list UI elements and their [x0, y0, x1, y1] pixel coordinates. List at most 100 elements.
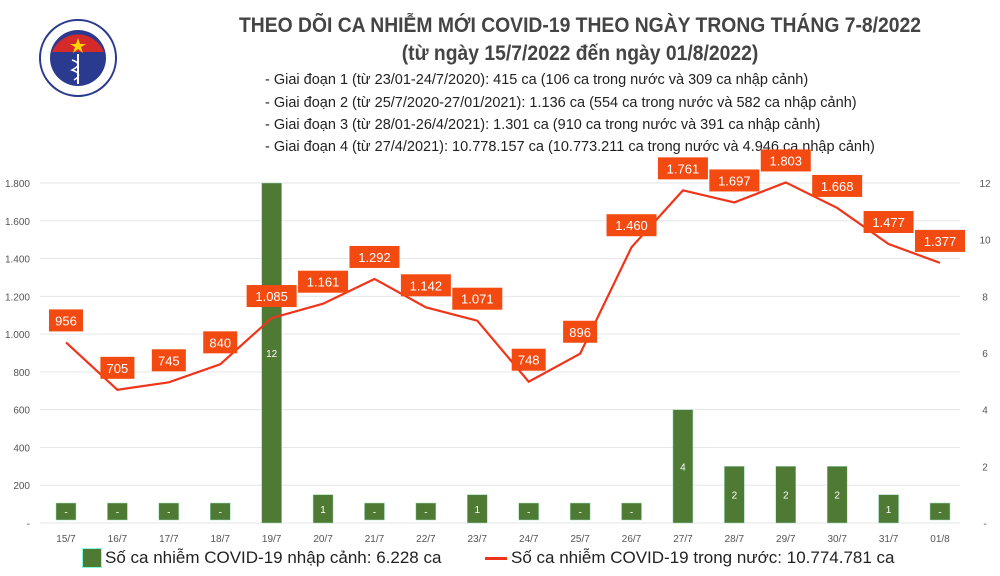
x-axis-tick: 25/7: [570, 534, 590, 545]
data-label: 1.761: [667, 161, 700, 176]
data-label-box: [760, 149, 811, 172]
bar-imported: [775, 466, 797, 524]
data-label-box: [915, 229, 965, 252]
bar-imported: [158, 502, 180, 521]
bar-label: -: [167, 508, 170, 519]
x-axis-tick: 23/7: [468, 534, 488, 545]
bar-imported: [878, 494, 899, 524]
x-axis-tick: 22/7: [416, 534, 436, 545]
data-label-box: [452, 287, 503, 310]
bar-label: -: [116, 508, 119, 519]
bar-imported: [569, 502, 591, 521]
bar-label: 1: [320, 505, 326, 516]
left-axis-tick: 1.200: [5, 292, 30, 303]
right-axis-tick: -: [983, 519, 986, 530]
data-label: 1.803: [769, 153, 802, 168]
phase-1-text: - Giai đoạn 1 (từ 23/01-24/7/2020): 415 …: [265, 72, 809, 88]
data-label-box: [203, 331, 238, 354]
left-axis-tick: 1.600: [5, 217, 30, 228]
bar-imported: [55, 502, 77, 521]
data-label: 1.697: [718, 173, 751, 188]
legend-item-domestic: Số ca nhiễm COVID-19 trong nước: 10.774.…: [485, 548, 895, 568]
bar-imported: [621, 502, 642, 521]
bar-label: -: [424, 508, 427, 519]
data-label-box: [151, 349, 186, 372]
x-axis-tick: 29/7: [776, 534, 796, 545]
bar-label: -: [630, 508, 633, 519]
data-label: 896: [569, 325, 591, 340]
data-label-box: [511, 348, 546, 371]
x-axis-tick: 01/8: [930, 534, 950, 545]
line-domestic: [65, 181, 941, 391]
left-axis-tick: 1.000: [5, 330, 30, 341]
bar-label: -: [578, 508, 581, 519]
bar-imported: [364, 502, 385, 521]
bar-label: 1: [886, 505, 892, 516]
phase-4-text: - Giai đoạn 4 (từ 27/4/2021): 10.778.157…: [265, 139, 875, 155]
chart-title: THEO DÕI CA NHIỄM MỚI COVID-19 THEO NGÀY…: [238, 14, 922, 37]
bar-imported: [518, 502, 539, 521]
bar-label: 2: [783, 491, 789, 502]
data-label: 705: [107, 361, 129, 376]
right-axis-tick: 6: [982, 349, 988, 360]
bar-imported: [672, 409, 694, 524]
data-label: 1.292: [358, 250, 391, 265]
legend-label-domestic: Số ca nhiễm COVID-19 trong nước: 10.774.…: [511, 548, 895, 567]
bar-label: 2: [834, 491, 840, 502]
x-axis-tick: 19/7: [262, 534, 282, 545]
bar-label: 1: [475, 505, 481, 516]
bar-label: -: [527, 508, 530, 519]
data-label-box: [563, 320, 598, 343]
data-label-box: [709, 169, 760, 192]
bar-label: 2: [732, 491, 738, 502]
bar-imported: [312, 494, 334, 524]
phase-3-text: - Giai đoạn 3 (từ 28/01-26/4/2021): 1.30…: [265, 117, 821, 133]
legend-item-imported: Số ca nhiễm COVID-19 nhập cảnh: 6.228 ca: [82, 548, 441, 568]
phase-2-text: - Giai đoạn 2 (từ 25/7/2020-27/01/2021):…: [265, 95, 857, 111]
x-axis-tick: 20/7: [313, 534, 333, 545]
x-axis-tick: 24/7: [519, 534, 539, 545]
data-label: 1.377: [924, 234, 957, 249]
bar-imported: [826, 466, 848, 524]
data-label-box: [298, 270, 349, 293]
data-label-box: [400, 274, 451, 297]
right-axis-tick: 8: [982, 292, 988, 303]
left-axis-tick: 800: [13, 368, 30, 379]
data-label-box: [246, 285, 297, 308]
x-axis-tick: 18/7: [211, 534, 231, 545]
right-axis-tick: 2: [982, 462, 988, 473]
data-label: 1.142: [410, 278, 443, 293]
data-label-box: [49, 309, 83, 332]
data-label-box: [349, 245, 400, 268]
right-axis-tick: 12: [979, 179, 991, 190]
bar-imported: [209, 502, 231, 521]
bar-imported: [467, 494, 488, 524]
bar-imported: [415, 502, 437, 521]
x-axis-tick: 31/7: [879, 534, 899, 545]
bar-label: -: [373, 508, 376, 519]
data-label: 1.161: [307, 275, 340, 290]
x-axis-tick: 15/7: [56, 534, 76, 545]
bar-label: 12: [266, 349, 278, 360]
data-label-box: [812, 174, 863, 197]
x-axis-tick: 21/7: [365, 534, 385, 545]
data-label: 1.460: [615, 218, 648, 233]
data-label: 1.071: [461, 292, 494, 307]
bar-imported: [107, 502, 128, 521]
data-label: 840: [209, 335, 231, 350]
bar-label: -: [938, 508, 941, 519]
left-axis-tick: 1.800: [5, 179, 30, 190]
data-label: 745: [158, 353, 180, 368]
data-label: 748: [518, 353, 540, 368]
data-label-box: [657, 157, 708, 180]
x-axis-tick: 26/7: [622, 534, 642, 545]
x-axis-tick: 16/7: [108, 534, 128, 545]
bar-label: -: [64, 508, 67, 519]
data-label-box: [100, 356, 135, 379]
x-axis-tick: 27/7: [673, 534, 693, 545]
left-axis-tick: -: [27, 519, 30, 530]
legend-label-imported: Số ca nhiễm COVID-19 nhập cảnh: 6.228 ca: [105, 548, 442, 567]
bar-label: -: [219, 508, 222, 519]
x-axis-tick: 30/7: [827, 534, 847, 545]
